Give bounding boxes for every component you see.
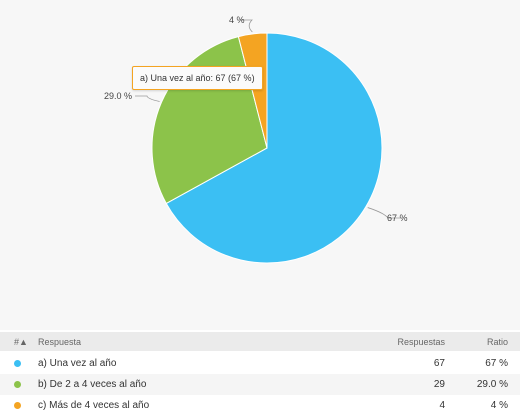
pie-chart: 67 % 29.0 % 4 % (104, 15, 408, 264)
table-row[interactable]: c) Más de 4 veces al año 4 4 % (0, 395, 520, 416)
legend-dot-icon (14, 360, 21, 367)
table-header: #▲ Respuesta Respuestas Ratio (0, 332, 520, 351)
header-index-sort[interactable]: #▲ (14, 336, 28, 347)
header-respuestas[interactable]: Respuestas (397, 336, 445, 347)
row-ratio: 67 % (485, 358, 508, 369)
table-row[interactable]: a) Una vez al año 67 67 % (0, 353, 520, 374)
slice-label-0: 67 % (387, 213, 408, 223)
row-count: 4 (439, 400, 445, 411)
leader-line-0 (367, 207, 400, 219)
row-label: a) Una vez al año (38, 358, 117, 369)
header-respuesta[interactable]: Respuesta (38, 336, 82, 347)
slice-label-2: 4 % (229, 15, 245, 25)
pie-slice-0[interactable] (165, 32, 383, 264)
chart-area: 67 % 29.0 % 4 % a) Una vez al año: 67 (67 … (104, 15, 408, 264)
row-count: 67 (433, 358, 445, 369)
row-ratio: 29.0 % (476, 379, 508, 390)
legend-dot-icon (14, 402, 21, 409)
table-row[interactable]: b) De 2 a 4 veces al año 29 29.0 % (0, 374, 520, 395)
chart-tooltip: a) Una vez al año: 67 (67 %) (132, 66, 263, 90)
row-label: b) De 2 a 4 veces al año (38, 379, 147, 390)
leader-line-2 (240, 19, 253, 33)
row-label: c) Más de 4 veces al año (38, 400, 150, 411)
slice-label-1: 29.0 % (104, 91, 132, 101)
row-ratio: 4 % (490, 400, 508, 411)
pie-slice-2[interactable] (237, 32, 268, 149)
leader-line-1 (135, 95, 160, 102)
legend-dot-icon (14, 381, 21, 388)
row-count: 29 (433, 379, 445, 390)
header-ratio[interactable]: Ratio (486, 336, 508, 347)
